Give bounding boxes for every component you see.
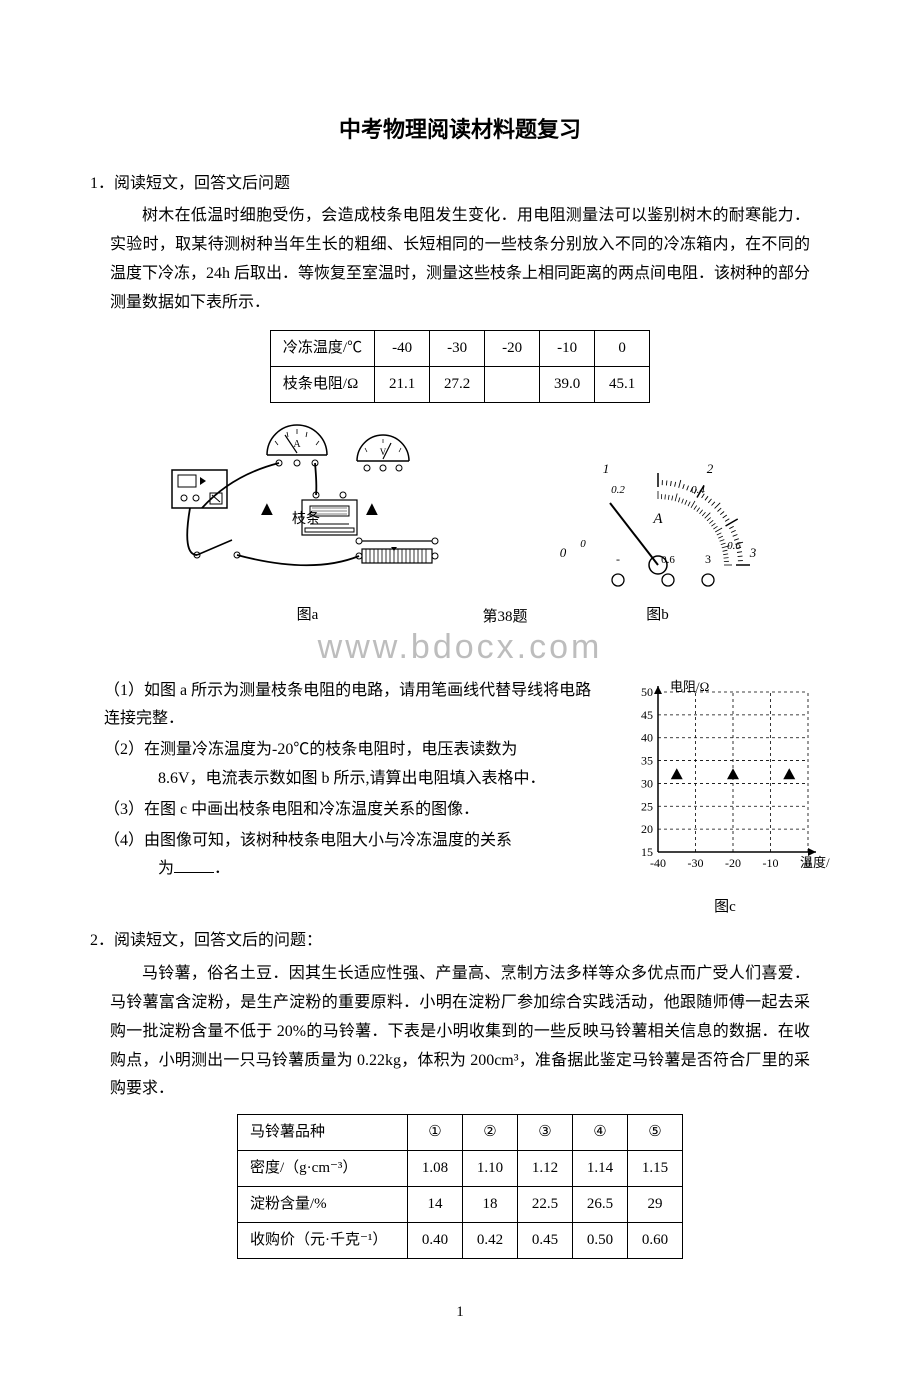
figure-row-ab: A V: [90, 415, 830, 630]
svg-text:50: 50: [641, 685, 653, 699]
svg-text:25: 25: [641, 799, 653, 813]
question-1: 1．阅读短文，回答文后问题 树木在低温时细胞受伤，会造成枝条电阻发生变化．用电阻…: [90, 170, 830, 922]
cell: 29: [628, 1187, 683, 1223]
table-row: 收购价（元·千克⁻¹） 0.40 0.42 0.45 0.50 0.60: [238, 1223, 683, 1259]
cell: 0.50: [573, 1223, 628, 1259]
q1-sub3: （3）在图 c 中画出枝条电阻和冷冻温度关系的图像．: [90, 796, 604, 825]
q2-paragraph: 马铃薯，俗名土豆．因其生长适应性强、产量高、烹制方法多样等众多优点而广受人们喜爱…: [90, 960, 830, 1104]
cell: 27.2: [430, 366, 485, 402]
svg-text:-: -: [616, 552, 620, 566]
svg-text:2: 2: [706, 461, 713, 476]
cell: 淀粉含量/%: [238, 1187, 408, 1223]
cell: [485, 366, 540, 402]
svg-text:-40: -40: [650, 856, 666, 870]
cell: 1.10: [463, 1151, 518, 1187]
svg-text:0: 0: [580, 538, 586, 550]
cell: ③: [518, 1115, 573, 1151]
svg-text:3: 3: [748, 545, 756, 560]
branch-label: 枝条: [292, 510, 320, 527]
cell: 马铃薯品种: [238, 1115, 408, 1151]
cell: 0.40: [408, 1223, 463, 1259]
cell: 收购价（元·千克⁻¹）: [238, 1223, 408, 1259]
circuit-diagram-icon: A V: [162, 415, 452, 590]
resistance-temp-chart: 1520253035404550-40-30-20-100电阻/Ω温度/℃: [620, 677, 830, 882]
svg-text:0.2: 0.2: [611, 484, 625, 496]
q1-table: 冷冻温度/℃ -40 -30 -20 -10 0 枝条电阻/Ω 21.1 27.…: [270, 330, 650, 403]
table-row: 淀粉含量/% 14 18 22.5 26.5 29: [238, 1187, 683, 1223]
svg-text:20: 20: [641, 822, 653, 836]
cell: 14: [408, 1187, 463, 1223]
svg-text:V: V: [380, 447, 387, 457]
cell: 1.08: [408, 1151, 463, 1187]
q1-header: 1．阅读短文，回答文后问题: [90, 170, 830, 199]
fig-c-caption: 图c: [620, 894, 830, 921]
page-number: 1: [90, 1299, 830, 1326]
svg-text:35: 35: [641, 753, 653, 767]
cell: 21.1: [375, 366, 430, 402]
svg-text:▲: ▲: [362, 498, 382, 520]
question-2: 2．阅读短文，回答文后的问题： 马铃薯，俗名土豆．因其生长适应性强、产量高、烹制…: [90, 927, 830, 1259]
svg-text:电阻/Ω: 电阻/Ω: [670, 679, 709, 694]
q1-sub2: （2）在测量冷冻温度为-20℃的枝条电阻时，电压表读数为 8.6V，电流表示数如…: [90, 736, 604, 794]
cell: 39.0: [540, 366, 595, 402]
svg-text:-20: -20: [725, 856, 741, 870]
table-row: 马铃薯品种 ① ② ③ ④ ⑤: [238, 1115, 683, 1151]
table-row: 冷冻温度/℃ -40 -30 -20 -10 0: [270, 330, 649, 366]
cell: 冷冻温度/℃: [270, 330, 374, 366]
figure-c: 1520253035404550-40-30-20-100电阻/Ω温度/℃ 图c: [620, 677, 830, 922]
q2-header: 2．阅读短文，回答文后的问题：: [90, 927, 830, 956]
svg-text:0: 0: [559, 545, 566, 560]
q1-lower: （1）如图 a 所示为测量枝条电阻的电路，请用笔画线代替导线将电路连接完整． （…: [90, 677, 830, 922]
svg-text:30: 30: [641, 776, 653, 790]
ammeter-dial-icon: 0 0 1 0.2 2 0.4 3 0.6: [558, 425, 758, 590]
cell: 1.14: [573, 1151, 628, 1187]
q1-sub4: （4）由图像可知，该树种枝条电阻大小与冷冻温度的关系 为．: [90, 827, 604, 885]
svg-text:1: 1: [602, 461, 609, 476]
cell: 0.60: [628, 1223, 683, 1259]
figure-b: 0 0 1 0.2 2 0.4 3 0.6: [558, 425, 758, 630]
cell: 0: [595, 330, 650, 366]
q1-paragraph: 树木在低温时细胞受伤，会造成枝条电阻发生变化．用电阻测量法可以鉴别树木的耐寒能力…: [90, 202, 830, 317]
table-row: 密度/（g·cm⁻³） 1.08 1.10 1.12 1.14 1.15: [238, 1151, 683, 1187]
cell: 密度/（g·cm⁻³）: [238, 1151, 408, 1187]
cell: -30: [430, 330, 485, 366]
watermark: www.bdocx.com: [90, 617, 830, 678]
figure-a: A V: [162, 415, 452, 630]
cell: ②: [463, 1115, 518, 1151]
cell: -10: [540, 330, 595, 366]
answer-blank: [174, 857, 214, 873]
cell: 45.1: [595, 366, 650, 402]
table-row: 枝条电阻/Ω 21.1 27.2 39.0 45.1: [270, 366, 649, 402]
svg-text:-10: -10: [763, 856, 779, 870]
svg-text:-30: -30: [688, 856, 704, 870]
cell: 1.15: [628, 1151, 683, 1187]
cell: 1.12: [518, 1151, 573, 1187]
svg-text:45: 45: [641, 707, 653, 721]
svg-text:0.6: 0.6: [661, 554, 675, 566]
page-title: 中考物理阅读材料题复习: [90, 110, 830, 150]
cell: 18: [463, 1187, 518, 1223]
q1-sub1: （1）如图 a 所示为测量枝条电阻的电路，请用笔画线代替导线将电路连接完整．: [90, 677, 604, 735]
cell: ①: [408, 1115, 463, 1151]
cell: 0.42: [463, 1223, 518, 1259]
cell: -40: [375, 330, 430, 366]
q2-table: 马铃薯品种 ① ② ③ ④ ⑤ 密度/（g·cm⁻³） 1.08 1.10 1.…: [237, 1114, 683, 1259]
cell: 枝条电阻/Ω: [270, 366, 374, 402]
cell: ⑤: [628, 1115, 683, 1151]
cell: 26.5: [573, 1187, 628, 1223]
cell: 22.5: [518, 1187, 573, 1223]
svg-text:A: A: [652, 511, 663, 527]
svg-text:▲: ▲: [257, 498, 277, 520]
svg-text:3: 3: [705, 552, 711, 566]
cell: 0.45: [518, 1223, 573, 1259]
cell: ④: [573, 1115, 628, 1151]
cell: -20: [485, 330, 540, 366]
svg-text:40: 40: [641, 730, 653, 744]
svg-text:温度/℃: 温度/℃: [800, 855, 830, 870]
